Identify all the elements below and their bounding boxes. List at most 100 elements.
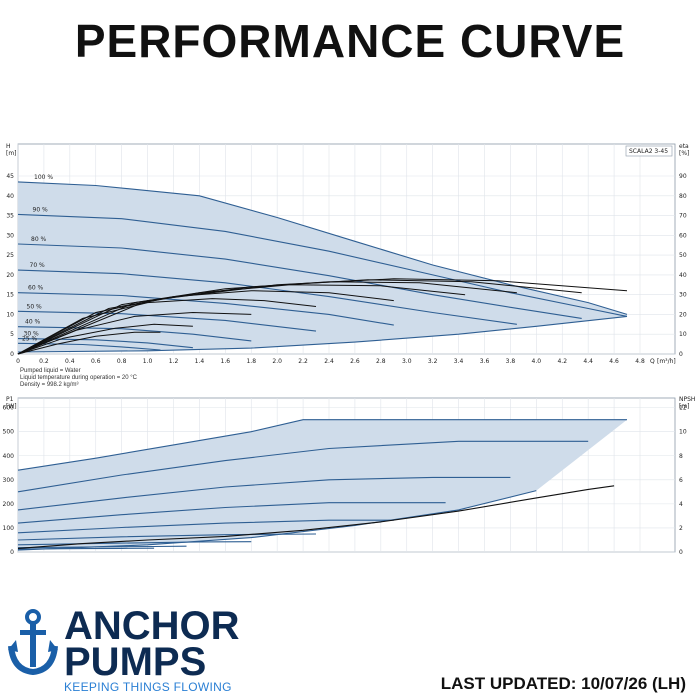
y-tick-label-right: 6 [679, 477, 683, 484]
x-tick-label: 1.6 [221, 358, 231, 365]
x-axis-label: Q [650, 358, 655, 365]
power-curve [17, 440, 589, 493]
efficiency-curve [17, 331, 161, 355]
page-title: PERFORMANCE CURVE [74, 15, 626, 67]
y-tick-label-left: 0 [10, 549, 14, 556]
head-curve-label: 60 % [28, 285, 44, 292]
head-curve-70pct [17, 269, 517, 325]
power-curve [17, 541, 252, 546]
y-tick-label-right: 20 [679, 311, 687, 318]
efficiency-curve [17, 278, 628, 355]
head-curve-30pct [17, 338, 193, 349]
efficiency-curve [17, 290, 394, 355]
head-curve-label: 90 % [33, 206, 49, 213]
head-curve-90pct [17, 213, 628, 317]
minimum-head-curve [17, 315, 628, 353]
y-tick-label-left: 20 [6, 272, 14, 279]
x-tick-label: 4.4 [583, 358, 593, 365]
y-tick-label-left: 10 [6, 311, 14, 318]
x-axis-unit: [m³/h] [657, 358, 676, 365]
y-tick-label-left: 30 [6, 232, 14, 239]
conditions-block: Pumped liquid = Water Liquid temperature… [20, 368, 137, 389]
head-curve-100pct [17, 181, 628, 315]
y-tick-label-right: 60 [679, 232, 687, 239]
head-curve-label: 70 % [30, 262, 46, 269]
anchor-icon [8, 609, 58, 676]
power-curve [17, 533, 317, 541]
x-tick-label: 0 [16, 358, 20, 365]
npsh-curve [17, 485, 615, 549]
last-updated: LAST UPDATED: 10/07/26 (LH) [440, 674, 686, 693]
x-tick-label: 4.0 [532, 358, 542, 365]
condition-temperature: Liquid temperature during operation = 20… [20, 375, 137, 381]
x-tick-label: 1.8 [246, 358, 256, 365]
x-tick-label: 3.6 [480, 358, 490, 365]
brand-logo: ANCHOR PUMPS KEEPING THINGS FLOWING [8, 606, 258, 696]
y-tick-label-right: 10 [679, 331, 687, 338]
y-tick-label-left: 35 [6, 213, 14, 220]
x-tick-label: 2.8 [376, 358, 386, 365]
power-minimum-curve [17, 490, 537, 551]
y-axis-label-right: NPSH [679, 396, 695, 403]
efficiency-curve [17, 311, 252, 355]
x-tick-label: 3.4 [454, 358, 464, 365]
x-tick-label: 0.2 [39, 358, 49, 365]
power-curve [17, 519, 394, 534]
power-curve [17, 502, 446, 524]
y-tick-label-right: 0 [679, 351, 683, 358]
head-curve-80pct [17, 243, 582, 319]
model-label: SCALA2 3-45 [629, 148, 668, 155]
power-operating-area [18, 419, 627, 551]
y-tick-label-left: 25 [6, 252, 14, 259]
power-npsh-chart: 0 100 200 300 400 500 600 0 2 4 6 8 10 12 P1[W] NPSH[m] [3, 396, 696, 556]
x-tick-label: 3.8 [506, 358, 516, 365]
head-curve-label: 50 % [27, 303, 43, 310]
model-label-box [625, 145, 673, 157]
head-curve-label: 30 % [24, 331, 40, 338]
y-tick-label-right: 10 [679, 429, 687, 436]
y-tick-label-right: 30 [679, 292, 687, 299]
y-tick-label-left: 100 [3, 525, 15, 532]
brand-tagline: KEEPING THINGS FLOWING [64, 680, 232, 694]
y-tick-label-left: 600 [3, 405, 15, 412]
head-curve-label: 80 % [31, 236, 47, 243]
y-tick-label-right: 2 [679, 525, 683, 532]
head-curve-label: 40 % [25, 319, 41, 326]
x-tick-label: 2.4 [324, 358, 334, 365]
y-tick-label-right: 0 [679, 549, 683, 556]
x-tick-label: 2.0 [272, 358, 282, 365]
x-tick-label: 2.6 [350, 358, 360, 365]
y-tick-label-left: 0 [10, 351, 14, 358]
x-tick-label: 4.6 [609, 358, 619, 365]
y-tick-label-left: 40 [6, 193, 14, 200]
y-tick-label-right: 4 [679, 501, 683, 508]
x-tick-label: 1.2 [169, 358, 179, 365]
x-tick-label: 3.0 [402, 358, 412, 365]
x-tick-label: 4.8 [635, 358, 645, 365]
x-tick-label: 0.6 [91, 358, 101, 365]
y-tick-label-right: 8 [679, 453, 683, 460]
power-curve [17, 419, 627, 471]
y-tick-label-left: 200 [3, 501, 15, 508]
efficiency-curve [17, 298, 317, 355]
y-axis-label-left: P1 [6, 396, 14, 403]
y-axis-unit-left: [W] [6, 403, 17, 410]
x-tick-label: 3.2 [428, 358, 438, 365]
y-axis-label-left: H [6, 143, 11, 150]
y-tick-label-left: 45 [6, 173, 14, 180]
power-curve [17, 545, 187, 549]
y-tick-label-right: 70 [679, 213, 687, 220]
y-tick-label-left: 400 [3, 453, 15, 460]
head-curve-label: 100 % [34, 174, 53, 181]
y-tick-label-right: 12 [679, 405, 687, 412]
head-curve-25pct [17, 342, 161, 351]
x-tick-label: 1.4 [195, 358, 205, 365]
head-efficiency-chart: 100 % 90 % 80 % 70 % 60 % 50 % 40 % 30 %25 % 0 5 1… [6, 143, 689, 365]
y-axis-label-right: eta [679, 143, 689, 150]
y-axis-unit-right: [%] [679, 150, 689, 157]
x-tick-label: 4.2 [557, 358, 567, 365]
condition-density: Density = 998.2 kg/m³ [20, 382, 79, 388]
head-curve-label: 25 % [22, 335, 38, 342]
y-tick-label-right: 50 [679, 252, 687, 259]
y-axis-unit-left: [m] [6, 150, 17, 157]
